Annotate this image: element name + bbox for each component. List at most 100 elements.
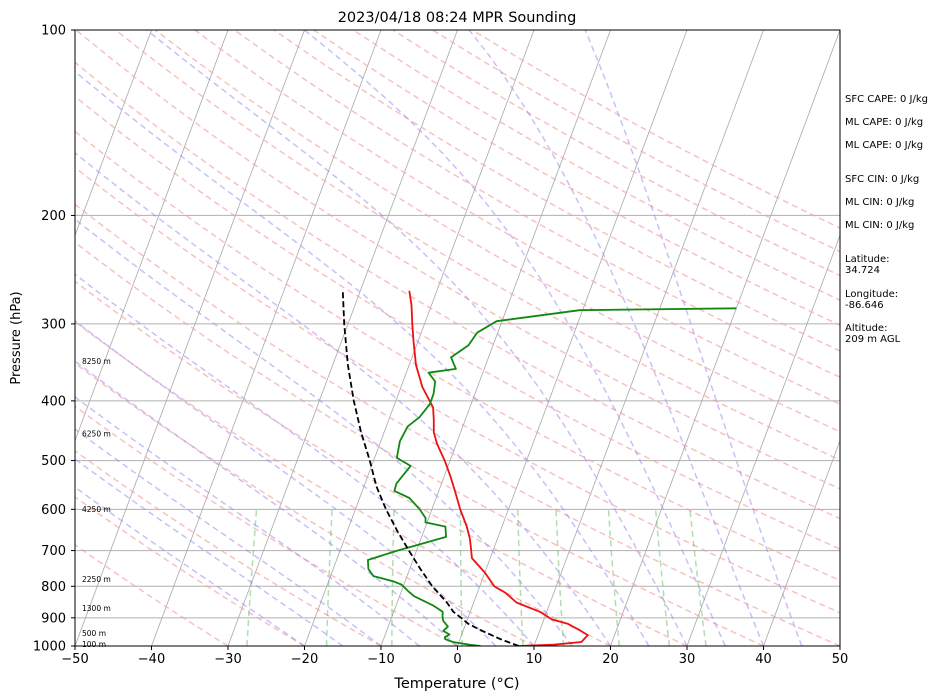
sfc-cin-label: SFC CIN: 0 J/kg bbox=[845, 174, 920, 185]
y-tick-label: 100 bbox=[41, 24, 66, 39]
x-tick-label: 0 bbox=[453, 652, 461, 667]
x-tick-label: −50 bbox=[61, 652, 88, 667]
parcel-profile bbox=[341, 290, 520, 646]
longitude-value: -86.646 bbox=[845, 300, 884, 311]
ml-cin-label-2: ML CIN: 0 J/kg bbox=[845, 220, 915, 231]
mixing-ratio-line bbox=[246, 509, 258, 646]
moist-adiabat bbox=[75, 360, 459, 646]
y-tick-label: 400 bbox=[41, 394, 66, 409]
mixing-ratio-line bbox=[517, 509, 524, 646]
plot-area bbox=[75, 30, 840, 646]
isotherm-line bbox=[763, 439, 840, 646]
x-tick-label: −30 bbox=[214, 652, 241, 667]
sounding-profiles bbox=[341, 290, 737, 646]
dry-adiabat bbox=[115, 30, 840, 461]
isotherm-line bbox=[610, 30, 840, 646]
latitude-value: 34.724 bbox=[845, 265, 880, 276]
dry-adiabat bbox=[75, 543, 229, 646]
mixing-ratio-line bbox=[689, 509, 707, 646]
isotherm-line bbox=[75, 30, 229, 442]
x-axis-ticks: −50 −40 −30 −20 −10 0 10 20 30 40 50 bbox=[61, 646, 848, 667]
y-tick-label: 1000 bbox=[33, 640, 66, 655]
dry-adiabat bbox=[75, 95, 840, 550]
dry-adiabat bbox=[75, 280, 688, 646]
moist-adiabat bbox=[75, 395, 420, 646]
moist-adiabat bbox=[75, 458, 344, 646]
x-tick-label: 40 bbox=[755, 652, 772, 667]
y-tick-label: 700 bbox=[41, 544, 66, 559]
dry-adiabat bbox=[75, 362, 535, 646]
y-tick-label: 200 bbox=[41, 209, 66, 224]
y-axis-label: Pressure (hPa) bbox=[9, 291, 24, 384]
x-tick-label: −10 bbox=[367, 652, 394, 667]
x-axis-label: Temperature (°C) bbox=[393, 676, 519, 692]
x-tick-label: −40 bbox=[138, 652, 165, 667]
isotherm-line bbox=[75, 30, 305, 646]
x-tick-label: 20 bbox=[602, 652, 619, 667]
dry-adiabat bbox=[273, 30, 840, 352]
moist-adiabat-lines bbox=[75, 30, 803, 646]
moist-adiabat bbox=[75, 273, 535, 646]
isotherm-line bbox=[686, 234, 840, 646]
ml-cape-label-2: ML CAPE: 0 J/kg bbox=[845, 140, 924, 151]
height-labels: 100 m 500 m 1300 m 2250 m 4250 m 6250 m 8250 m bbox=[82, 357, 111, 649]
sfc-cape-label: SFC CAPE: 0 J/kg bbox=[845, 94, 928, 105]
moist-adiabat bbox=[75, 218, 573, 646]
y-tick-label: 800 bbox=[41, 580, 66, 595]
y-axis-ticks: 100 200 300 400 500 600 700 800 900 1000 bbox=[33, 24, 75, 655]
temperature-profile bbox=[408, 290, 589, 646]
ml-cape-label: ML CAPE: 0 J/kg bbox=[845, 117, 924, 128]
moist-adiabat bbox=[75, 70, 650, 646]
y-tick-label: 500 bbox=[41, 454, 66, 469]
height-label: 500 m bbox=[82, 629, 106, 638]
ml-cin-label: ML CIN: 0 J/kg bbox=[845, 197, 915, 208]
isotherm-line bbox=[227, 30, 458, 646]
isotherm-line bbox=[533, 30, 764, 646]
moist-adiabat bbox=[75, 428, 382, 646]
dry-adiabat bbox=[392, 30, 840, 277]
dry-adiabat bbox=[75, 30, 840, 490]
dry-adiabat bbox=[75, 130, 840, 582]
dry-adiabat bbox=[154, 30, 840, 433]
moist-adiabat bbox=[146, 30, 688, 646]
dry-adiabat bbox=[75, 405, 458, 646]
moist-adiabat bbox=[584, 30, 803, 646]
height-label: 4250 m bbox=[82, 505, 111, 514]
x-tick-label: 50 bbox=[832, 652, 849, 667]
isotherm-line bbox=[75, 30, 152, 237]
longitude-label: Longitude: bbox=[845, 289, 899, 300]
x-tick-label: 10 bbox=[526, 652, 543, 667]
height-label: 8250 m bbox=[82, 357, 111, 366]
moist-adiabat bbox=[303, 30, 726, 646]
y-tick-label: 900 bbox=[41, 611, 66, 626]
height-label: 6250 m bbox=[82, 430, 111, 439]
dry-adiabat bbox=[75, 320, 611, 646]
dry-adiabat-lines bbox=[75, 30, 840, 646]
dewpoint-profile bbox=[367, 307, 737, 646]
altitude-label: Altitude: bbox=[845, 323, 888, 334]
dry-adiabat bbox=[75, 449, 382, 646]
x-tick-label: −20 bbox=[291, 652, 318, 667]
mixing-ratio-line bbox=[607, 509, 621, 646]
isotherm-line bbox=[380, 30, 611, 646]
isotherm-line bbox=[304, 30, 535, 646]
moist-adiabat bbox=[75, 151, 612, 646]
y-tick-label: 600 bbox=[41, 503, 66, 518]
mixing-ratio-lines bbox=[246, 509, 707, 646]
y-tick-label: 300 bbox=[41, 317, 66, 332]
moist-adiabat bbox=[75, 319, 497, 646]
dry-adiabat bbox=[194, 30, 840, 405]
isotherm-line bbox=[457, 30, 688, 646]
x-tick-label: 30 bbox=[679, 652, 696, 667]
altitude-value: 209 m AGL bbox=[845, 334, 901, 345]
height-label: 100 m bbox=[82, 640, 106, 649]
latitude-label: Latitude: bbox=[845, 254, 890, 265]
dry-adiabat bbox=[75, 241, 764, 646]
height-label: 1300 m bbox=[82, 604, 111, 613]
dry-adiabat bbox=[75, 495, 305, 646]
dry-adiabat bbox=[75, 203, 840, 646]
dry-adiabat bbox=[234, 30, 840, 379]
moist-adiabat bbox=[468, 30, 765, 646]
chart-title: 2023/04/18 08:24 MPR Sounding bbox=[338, 10, 577, 26]
